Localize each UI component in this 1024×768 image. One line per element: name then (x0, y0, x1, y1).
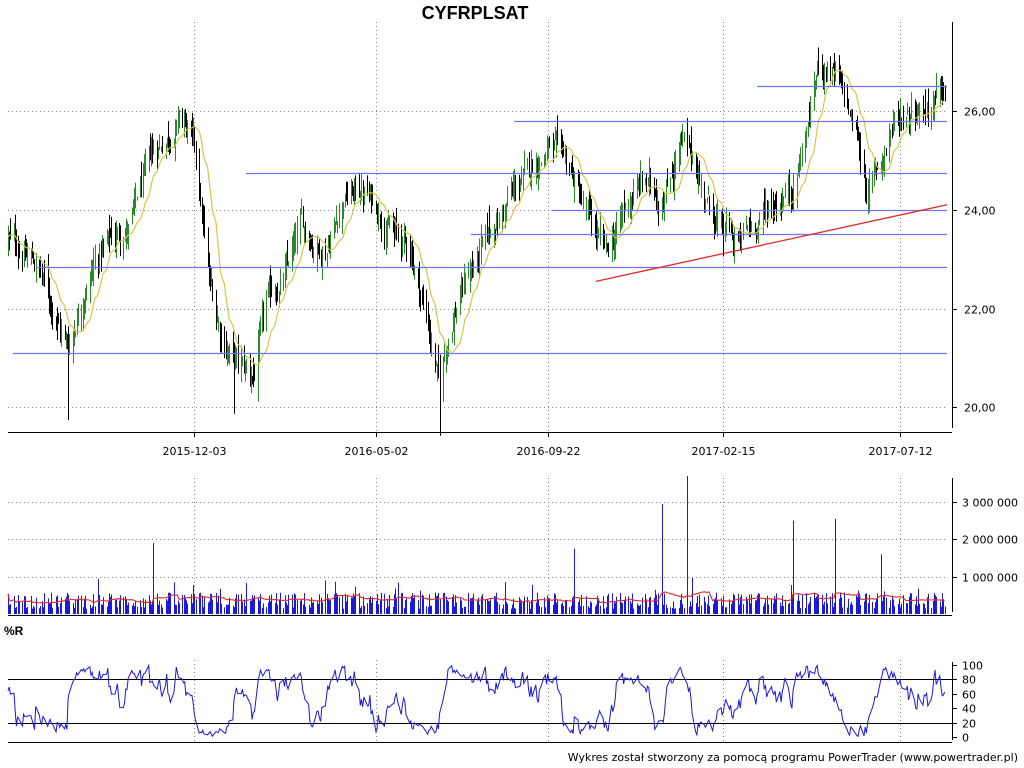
x-tick-label: 2016-05-02 (345, 445, 409, 458)
y-tick-label: 22,00 (964, 304, 996, 317)
wr-tick-label: 60 (962, 689, 976, 702)
y-tick-label: 24,00 (964, 205, 996, 218)
volume-tick-label: 3 000 000 (962, 497, 1018, 510)
chart-title: CYFRPLSAT (422, 3, 529, 23)
wr-line (7, 663, 946, 738)
x-tick-label: 2017-02-15 (692, 445, 756, 458)
x-tick-label: 2015-12-03 (163, 445, 227, 458)
volume-bars (8, 476, 946, 614)
x-tick-label: 2017-07-12 (869, 445, 933, 458)
volume-average-line (7, 591, 945, 605)
y-tick-label: 20,00 (964, 402, 996, 415)
volume-tick-label: 1 000 000 (962, 572, 1018, 585)
volume-tick-label: 2 000 000 (962, 534, 1018, 547)
trend-line (595, 204, 948, 282)
wr-panel-label: %R (4, 624, 24, 638)
price-candles (8, 47, 946, 436)
wr-tick-label: 0 (962, 732, 969, 745)
y-tick-label: 26,00 (964, 106, 996, 119)
wr-tick-label: 100 (962, 660, 983, 673)
wr-tick-label: 20 (962, 718, 976, 731)
x-tick-label: 2016-09-22 (517, 445, 581, 458)
wr-tick-label: 40 (962, 703, 976, 716)
wr-tick-label: 80 (962, 674, 976, 687)
moving-average-line (7, 69, 946, 366)
footer-credit: Wykres został stworzony za pomocą progra… (567, 751, 1018, 764)
